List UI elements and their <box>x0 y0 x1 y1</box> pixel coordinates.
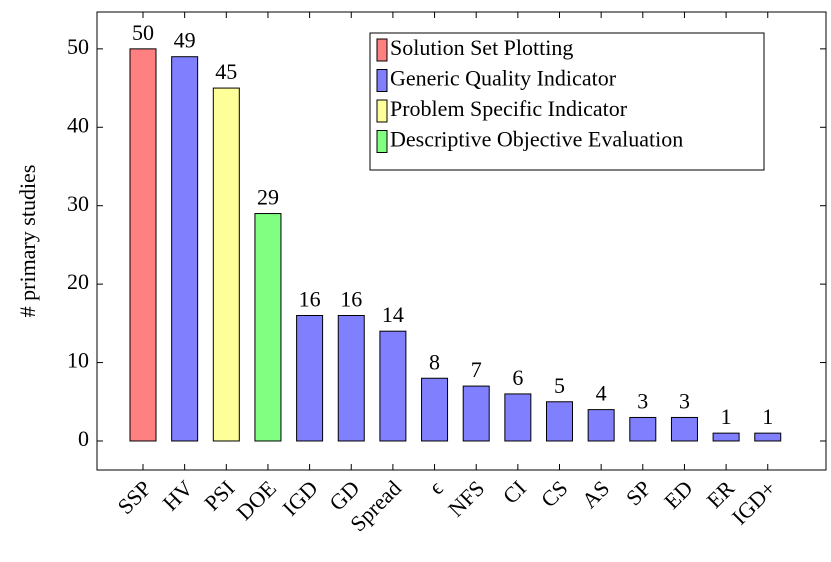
y-tick-label: 40 <box>67 112 89 137</box>
data-label: 3 <box>679 389 690 414</box>
y-tick-label: 50 <box>67 34 89 59</box>
legend-swatch <box>376 38 388 62</box>
data-label: 1 <box>762 404 773 429</box>
y-tick-label: 10 <box>67 348 89 373</box>
x-tick-label: ϵ <box>424 475 448 499</box>
data-label: 45 <box>215 59 237 84</box>
x-tick-label: IGD <box>277 475 322 520</box>
bar <box>337 315 365 442</box>
x-tick-label: IGD+ <box>727 475 781 529</box>
x-tick-label: ED <box>659 475 697 513</box>
x-tick-label: SSP <box>112 475 156 519</box>
bar <box>712 432 740 442</box>
data-label: 16 <box>340 287 362 312</box>
bar <box>212 87 240 442</box>
bar <box>254 213 282 442</box>
data-label: 49 <box>174 28 196 53</box>
x-tick-label: CI <box>498 475 531 508</box>
legend-label: Solution Set Plotting <box>390 35 573 60</box>
data-label: 7 <box>471 357 482 382</box>
y-tick-label: 0 <box>78 426 89 451</box>
bar <box>754 432 782 442</box>
legend-box <box>369 32 765 171</box>
y-axis-label: # primary studies <box>15 165 40 318</box>
y-tick-label: 20 <box>67 269 89 294</box>
bar <box>546 401 573 442</box>
bar <box>629 416 657 442</box>
data-label: 14 <box>382 302 404 327</box>
data-label: 16 <box>299 287 321 312</box>
x-tick-label: HV <box>158 475 198 515</box>
bar <box>171 56 199 442</box>
y-tick-label: 30 <box>67 191 89 216</box>
bar <box>421 377 449 442</box>
plot-frame <box>96 11 827 471</box>
x-tick-label: AS <box>577 475 615 513</box>
data-label: 8 <box>429 349 440 374</box>
legend-label: Descriptive Objective Evaluation <box>390 127 683 152</box>
x-tick-label: SP <box>621 475 656 510</box>
x-tick-label: CS <box>536 475 573 512</box>
data-label: 3 <box>637 389 648 414</box>
data-label: 50 <box>132 20 154 45</box>
data-label: 6 <box>512 365 523 390</box>
bar <box>379 330 407 442</box>
bar <box>670 416 698 442</box>
data-label: 4 <box>596 381 607 406</box>
data-label: 1 <box>721 404 732 429</box>
bar <box>129 48 157 442</box>
x-tick-label: DOE <box>231 475 281 525</box>
bar <box>296 315 324 442</box>
bar <box>504 393 532 442</box>
data-label: 5 <box>554 373 565 398</box>
bar <box>587 409 615 442</box>
legend-swatch <box>376 130 388 153</box>
legend-label: Problem Specific Indicator <box>390 96 628 121</box>
data-label: 29 <box>257 185 279 210</box>
legend-swatch <box>376 99 388 123</box>
bar <box>462 385 490 442</box>
legend-swatch <box>376 69 388 92</box>
x-tick-label: NFS <box>443 475 489 521</box>
legend-label: Generic Quality Indicator <box>390 66 617 91</box>
